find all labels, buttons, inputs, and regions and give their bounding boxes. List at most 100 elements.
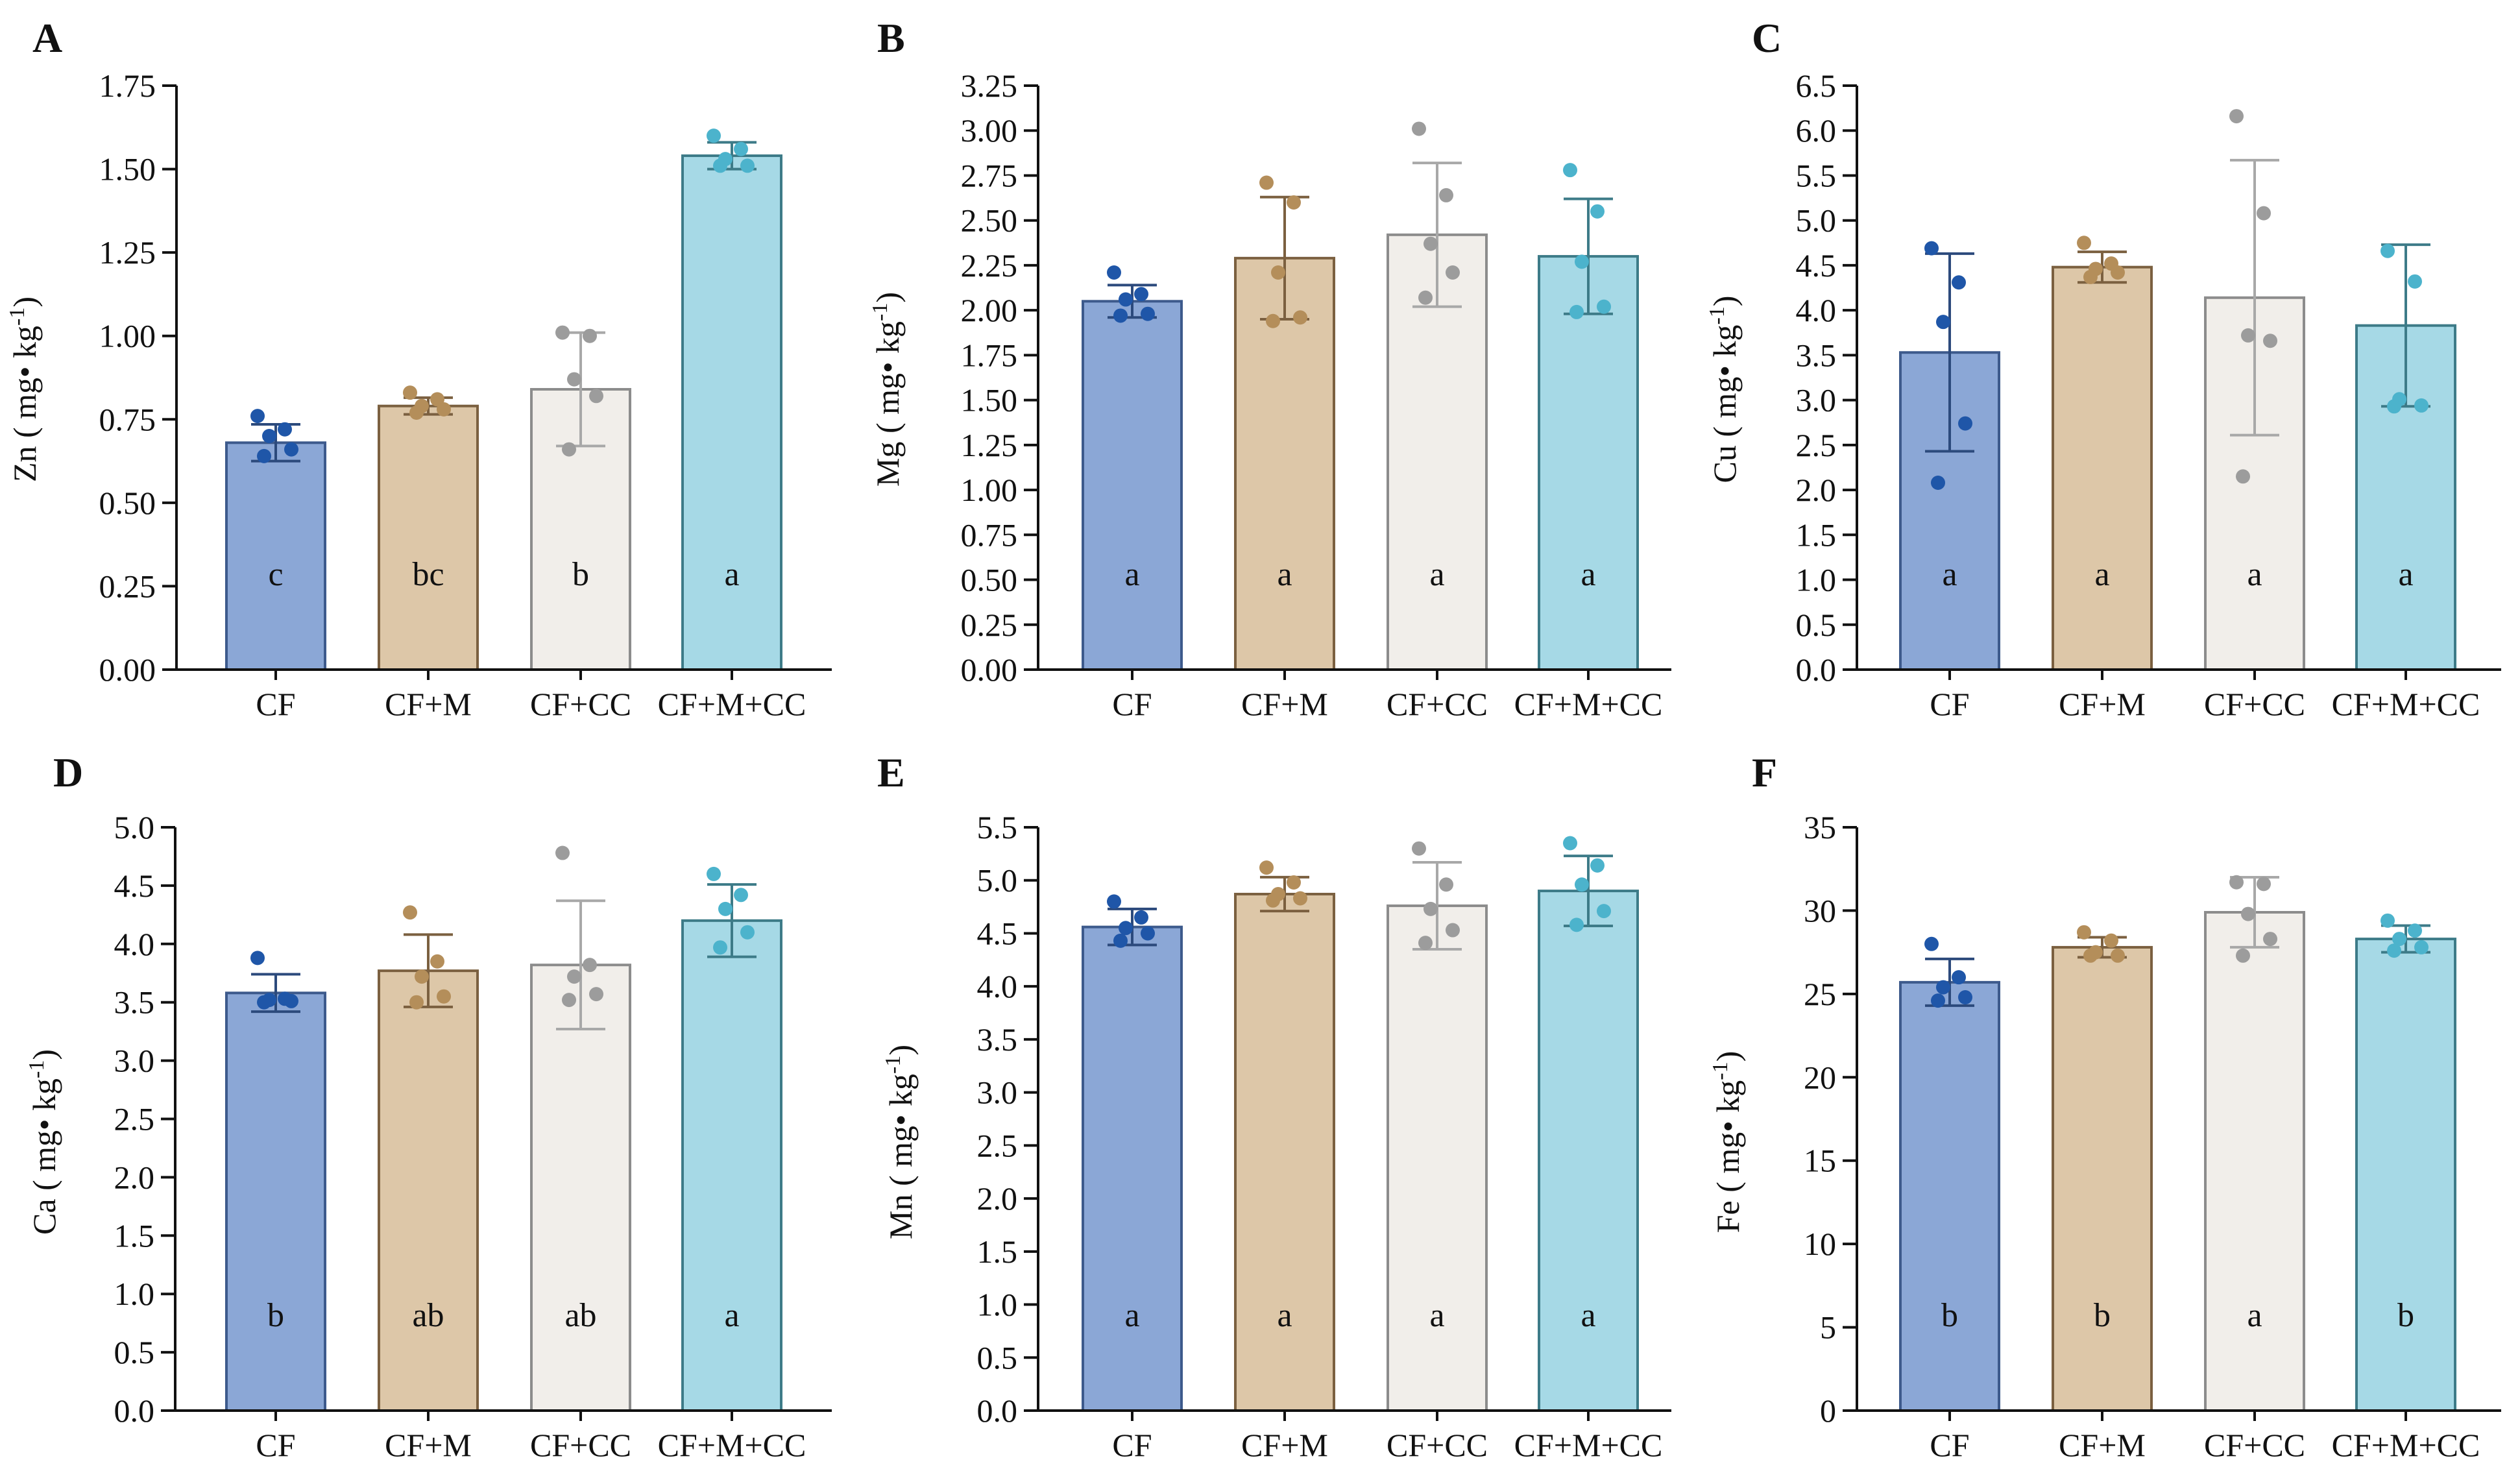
- y-axis-label-sup: -1: [881, 1056, 905, 1074]
- data-point: [734, 888, 748, 903]
- data-point: [2263, 932, 2277, 947]
- data-point: [2077, 925, 2091, 940]
- data-point: [567, 969, 581, 984]
- bar: [2052, 945, 2153, 1412]
- category-label: CF+M+CC: [2332, 686, 2480, 722]
- data-point: [257, 448, 271, 463]
- category-label: CF+CC: [2204, 1427, 2305, 1463]
- data-point: [1439, 877, 1453, 892]
- data-point: [1119, 292, 1133, 307]
- category-label: CF+M+CC: [2332, 1427, 2480, 1463]
- y-tick-label: 3.5: [114, 984, 155, 1021]
- y-tick-label: 1.00: [961, 472, 1018, 508]
- bar: [378, 404, 479, 671]
- data-point: [1259, 860, 1274, 875]
- data-point: [1287, 195, 1301, 210]
- data-point: [740, 158, 755, 173]
- chart-panel-f: Fb CF b CF+M a CF+CC b CF+M+CC 0 5 10 15 20 25 30 35 Fe …: [1708, 749, 2501, 1463]
- y-axis-label-close: ): [6, 297, 43, 308]
- y-axis-label-main: Fe ( mg• kg: [1710, 1080, 1746, 1233]
- panel-letter: B: [877, 15, 905, 61]
- data-point: [1575, 877, 1589, 892]
- y-tick-label: 20: [1804, 1059, 1836, 1095]
- data-point: [589, 389, 603, 404]
- category-label: CF+M: [385, 1427, 472, 1463]
- y-tick-label: 4.0: [114, 926, 155, 962]
- data-point: [1439, 188, 1453, 202]
- bar: [2204, 910, 2305, 1413]
- category-label: CF+CC: [530, 1427, 631, 1463]
- data-point: [1569, 304, 1584, 319]
- data-point: [1418, 290, 1433, 305]
- y-tick-label: 2.00: [961, 292, 1018, 328]
- category-label: CF+M+CC: [1514, 686, 1663, 722]
- data-point: [1924, 241, 1939, 256]
- y-tick-label: 4.5: [977, 915, 1018, 951]
- data-point: [437, 989, 451, 1004]
- data-point: [1107, 265, 1121, 280]
- bar: [225, 991, 326, 1413]
- data-point: [2241, 328, 2255, 343]
- data-point: [567, 372, 581, 387]
- y-tick-label: 2.5: [977, 1127, 1018, 1163]
- data-point: [2236, 948, 2250, 963]
- data-point: [2387, 943, 2401, 958]
- data-point: [262, 429, 276, 443]
- panel-letter: C: [1752, 15, 1782, 61]
- category-label: CF+M: [1241, 686, 1328, 722]
- data-point: [583, 328, 597, 343]
- data-point: [250, 951, 265, 965]
- data-point: [1259, 175, 1274, 190]
- chart-panel-c: Ca CF a CF+M a CF+CC a CF+M+CC 0.0 0.5 1.0 1.5 2.0 2.…: [1705, 15, 2501, 722]
- y-tick-label: 2.5: [1796, 427, 1837, 463]
- y-tick-label: 2.25: [961, 247, 1018, 284]
- data-point: [1569, 917, 1584, 932]
- category-label: CF: [1930, 1427, 1969, 1463]
- y-tick-label: 3.0: [114, 1043, 155, 1079]
- data-point: [1134, 910, 1148, 925]
- y-tick-label: 15: [1804, 1143, 1836, 1179]
- y-tick-label: 4.0: [977, 968, 1018, 1004]
- y-tick-label: 2.0: [1796, 472, 1837, 508]
- y-tick-label: 6.5: [1796, 67, 1837, 104]
- data-point: [707, 866, 721, 881]
- category-label: CF+CC: [530, 686, 631, 722]
- data-point: [713, 158, 727, 173]
- data-point: [583, 958, 597, 973]
- data-point: [740, 925, 755, 940]
- data-point: [1936, 315, 1950, 330]
- y-axis-label-main: Zn ( mg• kg: [6, 326, 43, 482]
- data-point: [562, 993, 576, 1008]
- significance-letter: a: [1429, 1297, 1444, 1334]
- y-tick-label: 0.50: [961, 562, 1018, 598]
- data-point: [1424, 901, 1438, 916]
- data-point: [1266, 893, 1280, 908]
- data-point: [1563, 836, 1577, 851]
- data-point: [2414, 940, 2429, 954]
- data-point: [2083, 948, 2098, 963]
- data-point: [1287, 875, 1301, 890]
- y-axis-label-close: ): [1706, 296, 1743, 307]
- y-axis-label: Cu ( mg• kg-1): [1705, 296, 1743, 483]
- y-tick-label: 1.25: [99, 234, 156, 271]
- bar: [1234, 256, 1335, 672]
- significance-letter: a: [1124, 1297, 1139, 1334]
- y-tick-label: 1.25: [961, 427, 1018, 463]
- significance-letter: a: [1581, 556, 1595, 593]
- significance-letter: b: [2094, 1297, 2111, 1334]
- category-label: CF: [256, 686, 295, 722]
- y-tick-label: 5.0: [1796, 202, 1837, 239]
- data-point: [250, 409, 265, 424]
- y-tick-label: 1.5: [1796, 516, 1837, 553]
- y-tick-label: 30: [1804, 892, 1836, 929]
- bar: [2355, 938, 2456, 1412]
- y-tick-label: 0.25: [99, 568, 156, 604]
- data-point: [1293, 310, 1307, 325]
- data-point: [278, 422, 292, 437]
- y-axis-label-sup: -1: [868, 303, 892, 321]
- significance-letter: a: [2398, 556, 2413, 593]
- y-tick-label: 2.5: [114, 1101, 155, 1137]
- significance-letter: b: [572, 556, 589, 593]
